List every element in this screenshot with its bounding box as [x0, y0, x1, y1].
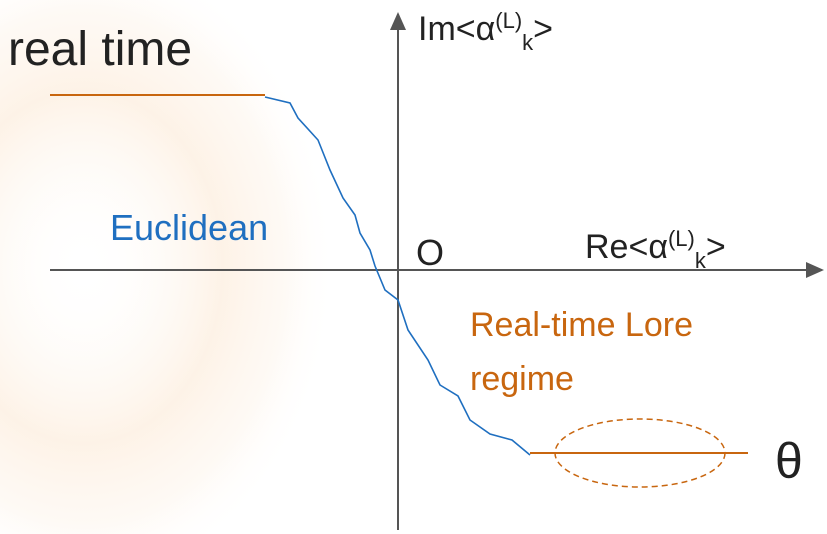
trajectory-curve: [264, 96, 531, 456]
real-time-label: real time: [8, 23, 192, 76]
origin-label: O: [416, 232, 444, 273]
theta-label: θ: [775, 433, 803, 489]
regime-label: regime: [470, 360, 574, 398]
im-axis-label: Im<α(L)k>: [418, 8, 553, 55]
euclidean-label: Euclidean: [110, 207, 268, 248]
regime-ellipse: [554, 418, 726, 488]
background-glow: [0, 0, 420, 534]
lorentz-label: Real-time Lore: [470, 306, 693, 344]
re-axis-label: Re<α(L)k>: [585, 226, 726, 273]
